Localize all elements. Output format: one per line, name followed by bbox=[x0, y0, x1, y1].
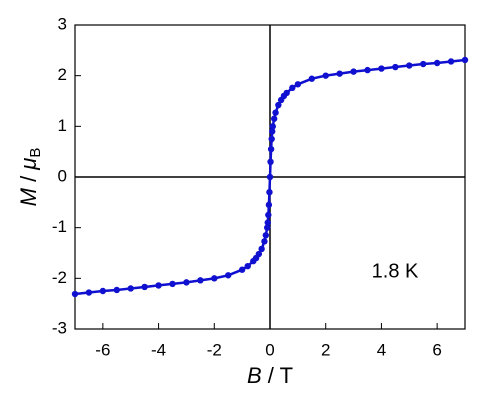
data-point bbox=[113, 286, 120, 294]
data-point bbox=[269, 123, 276, 130]
y-tick-label: -1 bbox=[52, 217, 67, 236]
data-point bbox=[255, 250, 263, 258]
data-point bbox=[289, 84, 296, 92]
data-point bbox=[268, 135, 275, 143]
data-point bbox=[294, 81, 302, 88]
data-point bbox=[364, 66, 371, 74]
data-point bbox=[183, 279, 190, 286]
data-point bbox=[267, 145, 275, 153]
data-point bbox=[99, 287, 107, 295]
data-point bbox=[283, 89, 290, 97]
data-point bbox=[266, 189, 273, 196]
x-tick-label: 6 bbox=[432, 340, 441, 359]
x-tick-label: -2 bbox=[207, 340, 222, 359]
data-point bbox=[266, 173, 274, 181]
data-point bbox=[392, 63, 399, 71]
data-point bbox=[420, 60, 427, 68]
data-point bbox=[141, 283, 148, 291]
y-tick-label: 3 bbox=[58, 14, 67, 33]
y-tick-label: 0 bbox=[58, 166, 67, 185]
data-point bbox=[447, 58, 455, 65]
y-tick-label: -2 bbox=[52, 268, 67, 287]
data-point bbox=[155, 282, 162, 289]
x-tick-label: 4 bbox=[377, 340, 386, 359]
data-point bbox=[127, 285, 134, 292]
data-point bbox=[322, 72, 329, 79]
data-point bbox=[265, 211, 272, 219]
data-point bbox=[71, 290, 79, 298]
x-tick-label: 0 bbox=[265, 340, 274, 359]
data-point bbox=[350, 68, 357, 75]
x-tick-label: -4 bbox=[151, 340, 166, 359]
data-point bbox=[270, 115, 278, 122]
data-point bbox=[264, 219, 271, 226]
data-point bbox=[433, 59, 441, 67]
data-point bbox=[308, 75, 315, 82]
y-tick-label: 2 bbox=[58, 65, 67, 84]
data-point bbox=[211, 275, 218, 282]
data-point bbox=[238, 266, 246, 273]
data-point bbox=[85, 289, 93, 296]
data-point bbox=[336, 70, 343, 77]
data-point bbox=[264, 224, 271, 231]
annotation: 1.8 K bbox=[372, 260, 419, 282]
data-point bbox=[261, 238, 268, 245]
data-point bbox=[406, 62, 413, 69]
data-point bbox=[197, 277, 204, 284]
x-tick-label: 2 bbox=[321, 340, 330, 359]
x-tick-label: -6 bbox=[95, 340, 110, 359]
data-point bbox=[244, 262, 251, 270]
x-axis-label: B / T bbox=[247, 363, 293, 388]
data-point bbox=[225, 272, 232, 279]
data-point bbox=[378, 65, 385, 72]
y-tick-label: -3 bbox=[52, 318, 67, 337]
data-point bbox=[265, 201, 273, 209]
data-point bbox=[275, 101, 282, 109]
data-point bbox=[272, 109, 279, 116]
y-tick-label: 1 bbox=[58, 116, 67, 135]
data-point bbox=[169, 280, 176, 288]
data-point bbox=[269, 128, 276, 135]
data-point bbox=[267, 158, 274, 165]
data-point bbox=[262, 232, 270, 239]
data-point bbox=[258, 245, 265, 253]
data-point bbox=[461, 56, 469, 64]
y-axis-label: M / μB bbox=[16, 148, 44, 207]
